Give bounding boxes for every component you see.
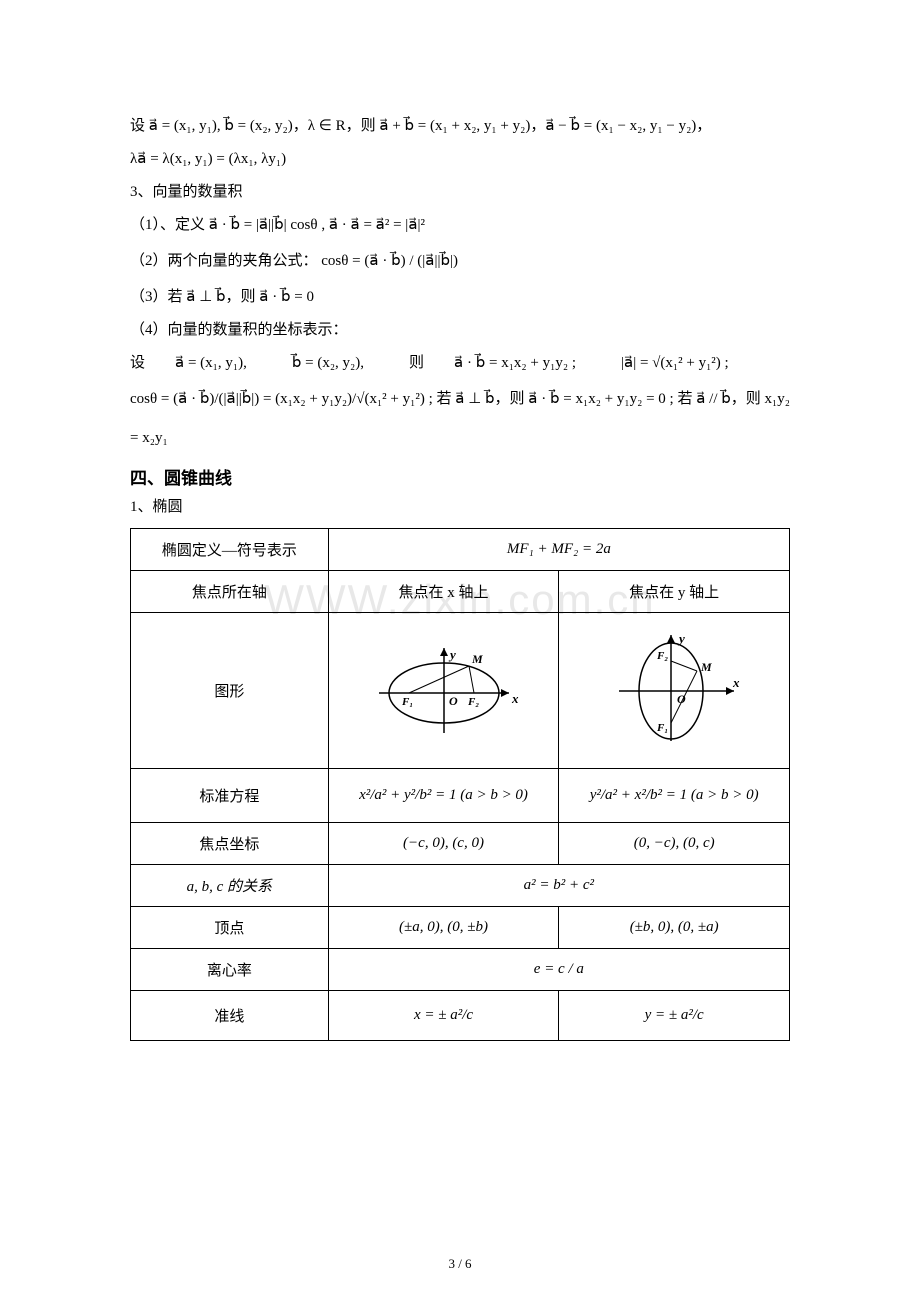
ellipse-table: 椭圆定义—符号表示 MF₁ + MF₂ = 2a 焦点所在轴 焦点在 x 轴上 … xyxy=(130,528,790,1041)
cell-value: (±a, 0), (0, ±b) xyxy=(328,907,559,949)
cell-value: y = ± a²/c xyxy=(559,991,790,1041)
svg-text:x: x xyxy=(511,691,519,706)
cell-value: (0, −c), (0, c) xyxy=(559,823,790,865)
table-row: 离心率 e = c / a xyxy=(131,949,790,991)
line-8: 设 a⃗ = (x₁, y₁), b⃗ = (x₂, y₂), 则 a⃗ · b… xyxy=(130,347,790,380)
line-9: cosθ = (a⃗ · b⃗)/(|a⃗||b⃗|) = (x₁x₂ + y₁… xyxy=(130,380,790,458)
table-row: 图形 y x O M F₁ F₂ xyxy=(131,613,790,769)
cell-value: 焦点在 x 轴上 xyxy=(328,571,559,613)
cell-label: 顶点 xyxy=(131,907,329,949)
cell-value: (−c, 0), (c, 0) xyxy=(328,823,559,865)
cell-label: 标准方程 xyxy=(131,769,329,823)
line-3: 3、向量的数量积 xyxy=(130,176,790,209)
section-4-title: 四、圆锥曲线 xyxy=(130,464,790,489)
cell-label: a, b, c 的关系 xyxy=(131,865,329,907)
svg-text:F₁: F₁ xyxy=(401,696,413,708)
cell-label: 焦点所在轴 xyxy=(131,571,329,613)
cell-label: 椭圆定义—符号表示 xyxy=(131,529,329,571)
content: 设 a⃗ = (x₁, y₁), b⃗ = (x₂, y₂)，λ ∈ R，则 a… xyxy=(130,110,790,1041)
page-number: 3 / 6 xyxy=(448,1256,471,1272)
table-row: 顶点 (±a, 0), (0, ±b) (±b, 0), (0, ±a) xyxy=(131,907,790,949)
svg-text:F₂: F₂ xyxy=(467,696,479,708)
svg-text:x: x xyxy=(732,675,740,690)
cell-value: x²/a² + y²/b² = 1 (a > b > 0) xyxy=(328,769,559,823)
svg-text:M: M xyxy=(471,652,483,666)
table-row: 标准方程 x²/a² + y²/b² = 1 (a > b > 0) y²/a²… xyxy=(131,769,790,823)
svg-text:y: y xyxy=(448,647,456,662)
line-2: λa⃗ = λ(x₁, y₁) = (λx₁, λy₁) xyxy=(130,143,790,176)
cell-value: e = c / a xyxy=(328,949,789,991)
line-5: （2）两个向量的夹角公式： cosθ = (a⃗ · b⃗) / (|a⃗||b… xyxy=(130,242,790,281)
line-1: 设 a⃗ = (x₁, y₁), b⃗ = (x₂, y₂)，λ ∈ R，则 a… xyxy=(130,110,790,143)
table-row: a, b, c 的关系 a² = b² + c² xyxy=(131,865,790,907)
table-row: 准线 x = ± a²/c y = ± a²/c xyxy=(131,991,790,1041)
page: WWW.zixin.com.cn 设 a⃗ = (x₁, y₁), b⃗ = (… xyxy=(0,0,920,1302)
ellipse-y-figure: y x O M F₂ F₁ xyxy=(599,623,749,753)
cell-figure-x: y x O M F₁ F₂ xyxy=(328,613,559,769)
cell-value: y²/a² + x²/b² = 1 (a > b > 0) xyxy=(559,769,790,823)
svg-text:M: M xyxy=(700,660,712,674)
table-row: 焦点坐标 (−c, 0), (c, 0) (0, −c), (0, c) xyxy=(131,823,790,865)
line-7: （4）向量的数量积的坐标表示： xyxy=(130,314,790,347)
cell-value: 焦点在 y 轴上 xyxy=(559,571,790,613)
cell-value: x = ± a²/c xyxy=(328,991,559,1041)
section-4-sub1: 1、椭圆 xyxy=(130,491,790,524)
table-row: 焦点所在轴 焦点在 x 轴上 焦点在 y 轴上 xyxy=(131,571,790,613)
svg-text:F₁: F₁ xyxy=(656,722,668,734)
svg-text:F₂: F₂ xyxy=(656,650,668,662)
svg-text:O: O xyxy=(449,694,458,708)
cell-label: 准线 xyxy=(131,991,329,1041)
line-4: （1）、定义 a⃗ · b⃗ = |a⃗||b⃗| cosθ , a⃗ · a⃗… xyxy=(130,209,790,242)
cell-label: 图形 xyxy=(131,613,329,769)
ellipse-x-figure: y x O M F₁ F₂ xyxy=(364,633,524,743)
cell-value: a² = b² + c² xyxy=(328,865,789,907)
cell-label: 焦点坐标 xyxy=(131,823,329,865)
cell-label: 离心率 xyxy=(131,949,329,991)
svg-text:y: y xyxy=(677,631,685,646)
line-6: （3）若 a⃗ ⊥ b⃗，则 a⃗ · b⃗ = 0 xyxy=(130,281,790,314)
cell-value: MF₁ + MF₂ = 2a xyxy=(328,529,789,571)
cell-figure-y: y x O M F₂ F₁ xyxy=(559,613,790,769)
cell-value: (±b, 0), (0, ±a) xyxy=(559,907,790,949)
table-row: 椭圆定义—符号表示 MF₁ + MF₂ = 2a xyxy=(131,529,790,571)
svg-text:O: O xyxy=(677,692,686,706)
